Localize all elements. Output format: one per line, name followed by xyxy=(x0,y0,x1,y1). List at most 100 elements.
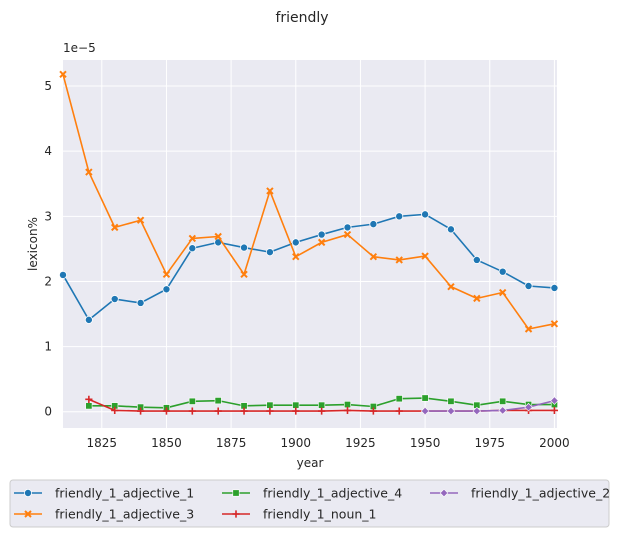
chart-title: friendly xyxy=(275,10,328,26)
data-point xyxy=(369,252,378,261)
x-tick-label: 1975 xyxy=(474,436,505,450)
data-point xyxy=(318,407,326,415)
data-point xyxy=(84,315,93,324)
data-point xyxy=(499,397,507,405)
data-point xyxy=(447,282,455,291)
series-friendly-1-adjective-3 xyxy=(59,70,559,333)
data-point xyxy=(524,402,533,412)
x-tick-label: 2000 xyxy=(539,436,570,450)
data-point xyxy=(188,407,196,415)
data-point xyxy=(524,282,533,291)
data-point xyxy=(447,397,455,405)
data-point xyxy=(421,252,429,260)
x-tick-label: 1875 xyxy=(216,436,247,450)
y-tick-label: 1 xyxy=(44,340,52,354)
data-point xyxy=(344,401,352,409)
legend-item: friendly_1_adjective_3 xyxy=(14,507,194,522)
data-point xyxy=(240,407,248,415)
legend-item: friendly_1_noun_1 xyxy=(222,507,377,522)
data-point xyxy=(111,223,119,232)
legend-label: friendly_1_noun_1 xyxy=(263,507,377,522)
x-tick-label: 1900 xyxy=(281,436,312,450)
data-point xyxy=(188,234,197,243)
legend-marker xyxy=(232,510,240,518)
data-point xyxy=(188,397,196,405)
legend-item: friendly_1_adjective_2 xyxy=(430,486,610,501)
data-point xyxy=(317,238,326,247)
data-point xyxy=(421,394,429,402)
data-point xyxy=(266,187,274,195)
grid-lines xyxy=(63,60,557,428)
x-tick-label: 1850 xyxy=(151,436,182,450)
data-point xyxy=(240,243,249,252)
x-tick-label: 1950 xyxy=(410,436,441,450)
legend-frame xyxy=(9,479,610,528)
x-axis-label: year xyxy=(297,456,324,470)
x-tick-label: 1925 xyxy=(345,436,376,450)
legend-label: friendly_1_adjective_2 xyxy=(471,486,610,501)
legend-marker xyxy=(439,488,449,498)
series-line xyxy=(62,213,555,321)
legend: friendly_1_adjective_1 friendly_1_adjecti… xyxy=(9,479,610,528)
data-point xyxy=(395,407,403,415)
data-point xyxy=(395,212,404,221)
data-point xyxy=(240,270,248,278)
data-point xyxy=(317,230,326,239)
data-point xyxy=(162,270,171,278)
data-point xyxy=(292,407,300,415)
y-tick-label: 2 xyxy=(44,274,52,288)
y-tick-label: 4 xyxy=(44,144,52,158)
data-point xyxy=(318,401,326,409)
data-point xyxy=(136,216,145,224)
tick-labels: 1825 1850 1875 1900 1925 1950 1975 2000 0 1 2 3 4 5 xyxy=(44,79,569,450)
legend-label: friendly_1_adjective_3 xyxy=(55,507,194,522)
series-group xyxy=(59,70,559,416)
data-point xyxy=(214,397,222,405)
y-axis-label: lexicon% xyxy=(26,217,40,271)
legend-label: friendly_1_adjective_4 xyxy=(263,486,402,501)
data-point xyxy=(85,395,93,403)
data-point xyxy=(292,401,300,409)
series-friendly-1-adjective-1 xyxy=(59,210,559,324)
y-tick-label: 5 xyxy=(44,79,52,93)
data-point xyxy=(550,320,559,328)
data-point xyxy=(188,244,197,253)
data-point xyxy=(498,288,507,297)
data-point xyxy=(395,256,403,264)
data-point xyxy=(291,238,300,247)
y-tick-label: 3 xyxy=(44,209,52,223)
data-point xyxy=(111,406,119,415)
data-point xyxy=(266,407,274,415)
data-point xyxy=(420,406,430,416)
data-point xyxy=(266,401,274,409)
data-point xyxy=(214,407,222,415)
series-friendly-1-adjective-2 xyxy=(420,396,559,416)
y-tick-label: 0 xyxy=(44,405,52,419)
data-point xyxy=(369,220,378,229)
data-point xyxy=(550,396,559,405)
series-line xyxy=(62,74,555,330)
plot-area xyxy=(63,60,557,428)
data-point xyxy=(472,406,482,416)
data-point xyxy=(136,407,145,415)
data-point xyxy=(550,406,559,415)
x-tick-label: 1825 xyxy=(87,436,118,450)
data-point xyxy=(472,255,481,264)
legend-marker xyxy=(23,488,32,497)
data-point xyxy=(446,406,456,416)
legend-label: friendly_1_adjective_1 xyxy=(55,486,194,501)
data-point xyxy=(498,267,507,276)
series-line xyxy=(425,399,555,412)
data-point xyxy=(343,230,352,239)
data-point xyxy=(265,248,274,257)
data-point xyxy=(395,395,403,403)
data-point xyxy=(85,168,93,176)
data-point xyxy=(292,252,300,261)
data-point xyxy=(136,298,145,307)
legend-marker xyxy=(232,489,240,497)
data-point xyxy=(162,285,171,294)
data-point xyxy=(343,223,352,232)
legend-marker xyxy=(24,510,32,518)
legend-item: friendly_1_adjective_1 xyxy=(14,486,194,501)
